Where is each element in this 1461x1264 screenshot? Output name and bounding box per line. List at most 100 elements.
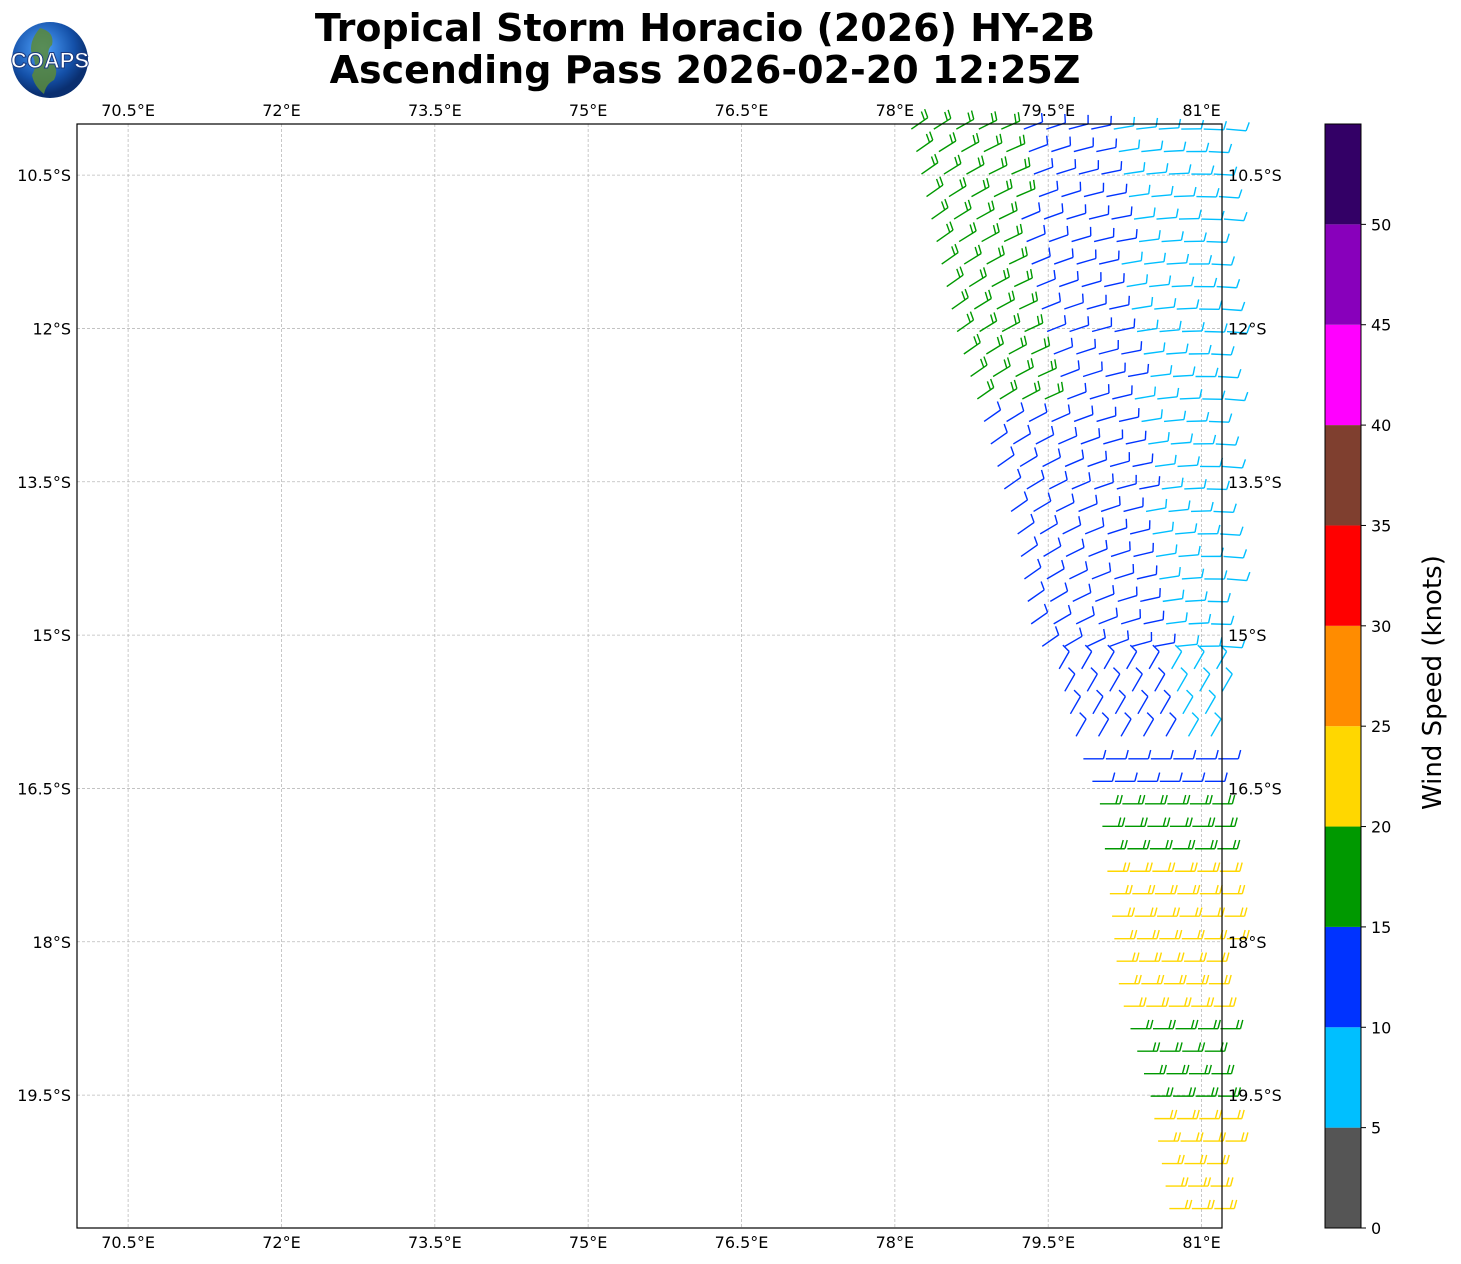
wind-barb [1107, 518, 1128, 535]
wind-barb [1058, 644, 1070, 670]
wind-barb [1117, 586, 1138, 603]
wind-barb [1083, 749, 1107, 760]
lon-tick-bottom: 70.5°E [101, 1233, 155, 1252]
wind-barb [1086, 628, 1106, 647]
wind-barb [1200, 457, 1224, 468]
wind-barb [1172, 366, 1196, 378]
wind-barb [1184, 232, 1207, 243]
colorbar-label: Wind Speed (knots) [1418, 555, 1448, 810]
wind-barb [1202, 390, 1226, 401]
wind-barb [1217, 839, 1241, 850]
wind-barb [1127, 839, 1151, 850]
wind-barb [1062, 516, 1082, 535]
wind-barb [1095, 585, 1115, 603]
wind-barb [1112, 385, 1133, 400]
wind-barb [1189, 255, 1213, 265]
wind-barb [1061, 181, 1082, 198]
wind-barb [1180, 1132, 1204, 1142]
colorbar-tick: 50 [1371, 215, 1391, 234]
wind-barb [1109, 667, 1121, 692]
wind-barb [1056, 159, 1077, 175]
wind-barb [991, 268, 1010, 288]
wind-barb [1199, 667, 1211, 692]
wind-barb [1076, 338, 1097, 355]
wind-barb [1210, 712, 1222, 737]
wind-barb [926, 176, 944, 198]
wind-barb [1067, 382, 1087, 400]
wind-barb [1204, 929, 1228, 940]
wind-barb [1036, 269, 1056, 288]
wind-barb [1021, 202, 1041, 220]
wind-barb [1120, 712, 1132, 737]
wind-barb [1185, 591, 1208, 603]
wind-barb [1193, 644, 1205, 670]
lon-tick-top: 75°E [569, 101, 607, 120]
wind-barb [1126, 274, 1149, 288]
wind-barb [1125, 430, 1147, 445]
wind-barb [1030, 603, 1049, 625]
colorbar-tick: 40 [1371, 416, 1391, 435]
colorbar-tick: 25 [1371, 717, 1391, 736]
wind-barb [1096, 138, 1118, 153]
wind-barb [1137, 689, 1149, 715]
wind-barb [1173, 1087, 1197, 1097]
wind-barb [1184, 952, 1208, 962]
wind-barb [993, 178, 1013, 198]
lat-tick-left: 15°S [32, 626, 71, 645]
wind-barb [1031, 247, 1051, 265]
colorbar-bin [1325, 625, 1361, 727]
wind-barbs [910, 108, 1251, 1210]
wind-barb [1091, 317, 1113, 333]
lon-tick-bottom: 75°E [569, 1233, 607, 1252]
wind-barb [1049, 470, 1068, 490]
wind-barb [1043, 203, 1064, 220]
wind-barb [1043, 537, 1062, 558]
title-line-2: Ascending Pass 2026-02-20 12:25Z [329, 48, 1081, 92]
wind-barb [1129, 862, 1153, 872]
wind-barb [1148, 432, 1170, 445]
wind-barb [1150, 749, 1174, 760]
wind-barb [1096, 406, 1117, 423]
wind-barb [1136, 565, 1158, 580]
wind-barb [1197, 1019, 1221, 1030]
wind-barb [1226, 324, 1251, 334]
wind-barb [1037, 359, 1057, 378]
wind-barb [1204, 772, 1228, 782]
wind-barb [1158, 1132, 1182, 1142]
wind-barb [1163, 974, 1187, 985]
wind-barb [1019, 291, 1039, 310]
lon-tick-bottom: 81°E [1182, 1233, 1220, 1252]
lon-tick-top: 72°E [262, 101, 300, 120]
wind-barb [955, 110, 975, 130]
wind-barb [1195, 749, 1219, 760]
wind-barb [1211, 346, 1235, 356]
wind-barb [1098, 250, 1120, 265]
wind-barb [1022, 380, 1041, 400]
wind-barb [1084, 517, 1105, 535]
colorbar-tick: 20 [1371, 818, 1391, 837]
wind-barb [1166, 612, 1188, 625]
wind-barb [1078, 494, 1098, 513]
wind-barb [1114, 772, 1138, 782]
wind-barb [1109, 295, 1130, 310]
wind-barb [1159, 566, 1181, 580]
wind-barb [1181, 929, 1205, 940]
wind-barb [1008, 246, 1028, 265]
wind-barb [1038, 180, 1059, 198]
wind-barb [1211, 615, 1235, 626]
wind-barb [1171, 644, 1183, 670]
wind-barb [1139, 476, 1161, 490]
wind-barb [1080, 428, 1101, 445]
wind-barb [1024, 558, 1042, 580]
wind-barb [1124, 817, 1148, 827]
wind-barb [1109, 630, 1130, 648]
wind-barb [1101, 161, 1123, 175]
wind-barb [1123, 497, 1144, 513]
wind-barb [1199, 637, 1223, 648]
wind-barb [1081, 644, 1093, 670]
lat-tick-left: 12°S [32, 319, 71, 338]
wind-barb [1186, 411, 1210, 423]
wind-barb [1206, 952, 1230, 962]
wind-barb [981, 223, 1000, 243]
wind-barb [1132, 631, 1153, 648]
